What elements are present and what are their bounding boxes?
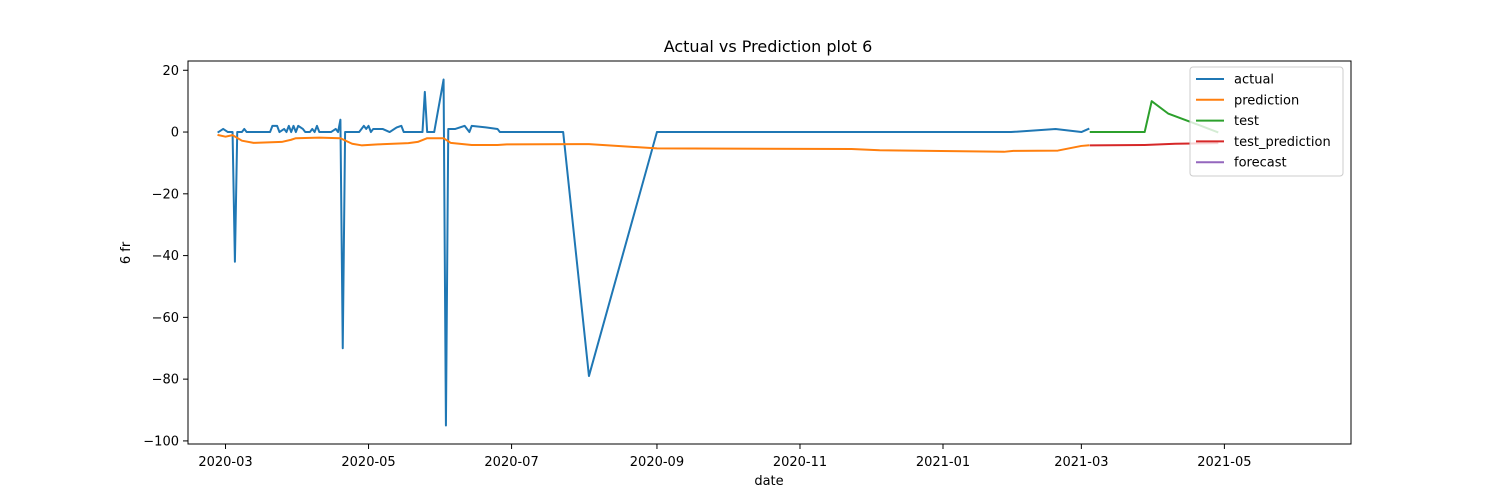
x-tick-label: 2020-09 xyxy=(630,455,684,470)
y-tick-label: 20 xyxy=(162,64,179,79)
y-axis-label: 6 fr xyxy=(119,241,134,264)
x-tick-label: 2021-01 xyxy=(916,455,970,470)
series-line-actual xyxy=(217,78,1090,427)
x-tick-label: 2021-03 xyxy=(1054,455,1108,470)
y-tick-label: −40 xyxy=(152,249,179,264)
legend-label-test-prediction: test_prediction xyxy=(1234,135,1331,150)
y-tick-label: 0 xyxy=(171,126,179,141)
y-tick-label: −80 xyxy=(152,373,179,388)
legend-label-test: test xyxy=(1234,114,1259,129)
y-tick-label: −20 xyxy=(152,187,179,202)
legend: actual prediction test test_predictionforec… xyxy=(1189,66,1344,177)
x-tick-label: 2020-05 xyxy=(341,455,395,470)
legend-label-actual: actual xyxy=(1234,73,1274,88)
x-tick-label: 2020-03 xyxy=(198,455,252,470)
x-tick-label: 2020-11 xyxy=(773,455,827,470)
y-tick-label: −100 xyxy=(143,434,179,449)
legend-box xyxy=(1189,66,1344,177)
chart-title: Actual vs Prediction plot 6 xyxy=(664,37,873,56)
x-tick-label: 2020-07 xyxy=(484,455,538,470)
x-axis-label: date xyxy=(754,474,783,489)
y-axis-ticks: 20 0 −20 −40 −60 −80 −100 xyxy=(143,64,188,449)
x-tick-label: 2021-05 xyxy=(1197,455,1251,470)
plot-area-frame xyxy=(187,60,1352,445)
series-line-prediction xyxy=(217,133,1090,153)
x-axis-ticks: 2020-03 2020-05 2020-07 2020-09 2020-11 2021-… xyxy=(198,444,1252,470)
legend-label-prediction: prediction xyxy=(1234,93,1299,108)
series-layer xyxy=(217,78,1219,427)
legend-label-forecast: forecast xyxy=(1234,156,1287,171)
y-tick-label: −60 xyxy=(152,311,179,326)
